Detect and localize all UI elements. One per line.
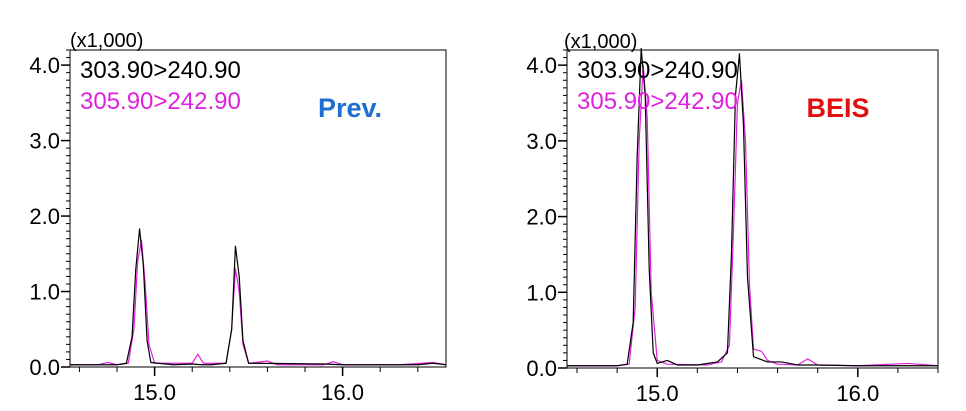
y-tick-label: 1.0 (29, 280, 60, 305)
legend-entry: 305.90>242.90 (577, 88, 738, 115)
x-tick-label: 15.0 (636, 381, 679, 406)
y-tick-label: 4.0 (29, 53, 60, 78)
series-line-2 (70, 239, 447, 366)
y-tick-label: 4.0 (526, 53, 557, 78)
y-tick-label: 0.0 (29, 355, 60, 380)
y-tick-label: 1.0 (526, 280, 557, 305)
series-line-1 (567, 47, 938, 367)
y-tick-label: 3.0 (29, 129, 60, 154)
x-tick-label: 16.0 (836, 381, 879, 406)
legend-entry: 303.90>240.90 (577, 57, 738, 84)
chart-panel-1: (x1,000) 0.0 1.0 2.0 3.0 4.0 15.0 16.0 303.90>24… (29, 30, 447, 405)
x-tick-label: 16.0 (321, 380, 364, 405)
y-tick-label: 2.0 (29, 204, 60, 229)
y-tick-label: 3.0 (526, 129, 557, 154)
chart-panel-2: (x1,000) 0.0 1.0 2.0 3.0 4.0 15.0 16.0 303.90>24… (526, 31, 939, 406)
y-tick-label: 2.0 (526, 205, 557, 230)
y-tick-label: 0.0 (526, 356, 557, 381)
legend-entry: 305.90>242.90 (80, 88, 241, 115)
series-line-1 (70, 228, 447, 366)
axis-multiplier-label: (x1,000) (70, 30, 143, 52)
axis-multiplier-label: (x1,000) (564, 31, 637, 53)
panel-label: BEIS (806, 93, 869, 123)
series-line-2 (567, 64, 939, 367)
panel-label: Prev. (318, 93, 382, 123)
x-tick-label: 15.0 (133, 380, 176, 405)
legend-entry: 303.90>240.90 (80, 57, 241, 84)
